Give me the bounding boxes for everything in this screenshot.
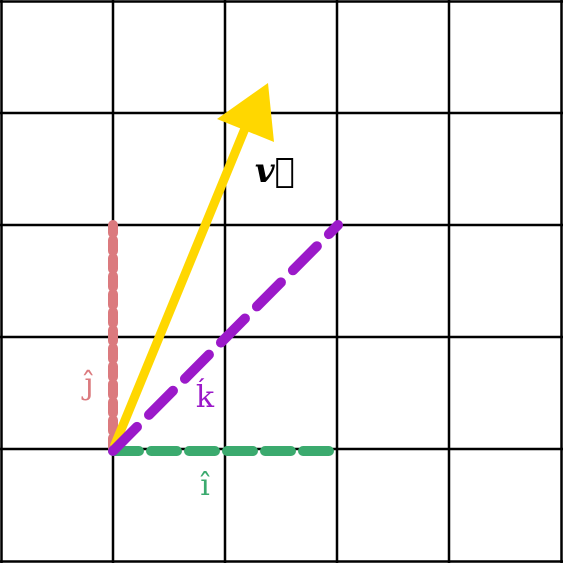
v-vector-label: v⃗ — [255, 151, 295, 191]
v-vector-shaft — [109, 124, 251, 449]
v-vector — [109, 83, 274, 449]
j-hat-label: ĵ — [81, 367, 93, 402]
k-hat-label: ḱ — [196, 378, 215, 415]
v-vector-arrowhead — [217, 83, 274, 142]
i-hat-label: î — [200, 468, 210, 503]
k-hat-vector — [108, 220, 343, 456]
